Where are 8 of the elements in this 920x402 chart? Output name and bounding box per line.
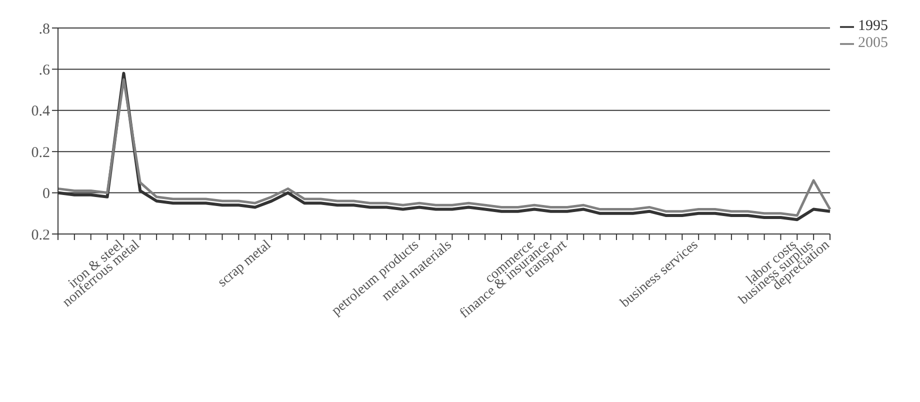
y-tick-label: .8 [38, 21, 50, 38]
y-tick-label: 0 [42, 186, 50, 202]
legend-label: 2005 [858, 35, 888, 51]
y-tick-label: 0.4 [31, 104, 50, 120]
y-tick-label: 0.2 [31, 227, 50, 244]
y-tick-label: 0.2 [31, 144, 50, 161]
y-tick-label: .6 [38, 62, 50, 79]
legend-label: 1995 [858, 18, 888, 34]
